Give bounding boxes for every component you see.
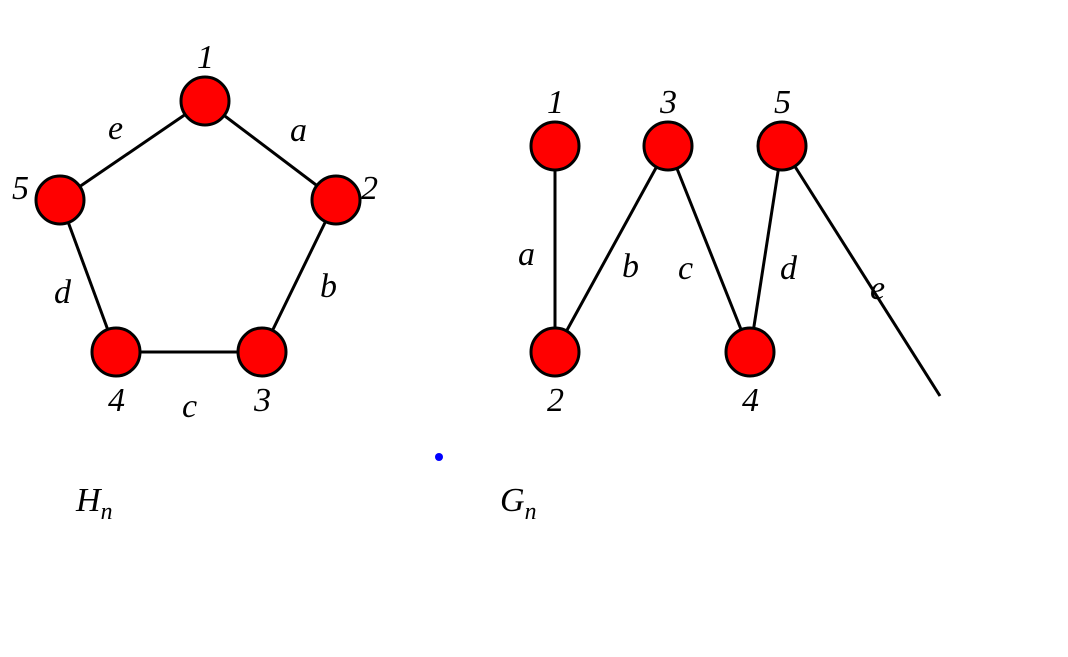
node-L5 bbox=[36, 176, 84, 224]
edge-label-e: e bbox=[108, 110, 123, 148]
node-L4 bbox=[92, 328, 140, 376]
node-label-L2: 2 bbox=[361, 170, 378, 208]
diagram-svg bbox=[0, 0, 1068, 657]
node-label-R1: 1 bbox=[547, 84, 564, 122]
node-label-R3: 3 bbox=[660, 84, 677, 122]
caption-Gn: Gn bbox=[500, 482, 536, 526]
edge-label-c: c bbox=[182, 388, 197, 426]
edge-label-b: b bbox=[622, 248, 639, 286]
edge-label-d: d bbox=[780, 250, 797, 288]
edge-label-b: b bbox=[320, 268, 337, 306]
node-R5 bbox=[758, 122, 806, 170]
node-label-L1: 1 bbox=[197, 39, 214, 77]
edge-R2-R3 bbox=[555, 146, 668, 352]
node-label-L3: 3 bbox=[254, 382, 271, 420]
edge-R4-R5 bbox=[750, 146, 782, 352]
edge-R5-RExt bbox=[782, 146, 940, 396]
edge-label-a: a bbox=[518, 236, 535, 274]
edge-R3-R4 bbox=[668, 146, 750, 352]
diagram-canvas: a b c d e 1 2 3 4 5 Hn a b c d e 1 2 3 4 5 Gn bbox=[0, 0, 1068, 657]
node-label-R5: 5 bbox=[774, 84, 791, 122]
caption-prefix: G bbox=[500, 482, 525, 519]
center-dot bbox=[435, 453, 443, 461]
caption-sub: n bbox=[525, 499, 537, 525]
node-R2 bbox=[531, 328, 579, 376]
caption-sub: n bbox=[101, 499, 113, 525]
node-label-L4: 4 bbox=[108, 382, 125, 420]
node-R3 bbox=[644, 122, 692, 170]
caption-prefix: H bbox=[76, 482, 101, 519]
edge-label-a: a bbox=[290, 112, 307, 150]
edge-label-e: e bbox=[870, 270, 885, 308]
edge-label-d: d bbox=[54, 274, 71, 312]
node-R4 bbox=[726, 328, 774, 376]
edge-label-c: c bbox=[678, 250, 693, 288]
node-R1 bbox=[531, 122, 579, 170]
caption-Hn: Hn bbox=[76, 482, 112, 526]
node-label-R2: 2 bbox=[547, 382, 564, 420]
node-L2 bbox=[312, 176, 360, 224]
node-label-L5: 5 bbox=[12, 170, 29, 208]
edge-L5-L1 bbox=[60, 101, 205, 200]
node-L1 bbox=[181, 77, 229, 125]
node-label-R4: 4 bbox=[742, 382, 759, 420]
node-L3 bbox=[238, 328, 286, 376]
